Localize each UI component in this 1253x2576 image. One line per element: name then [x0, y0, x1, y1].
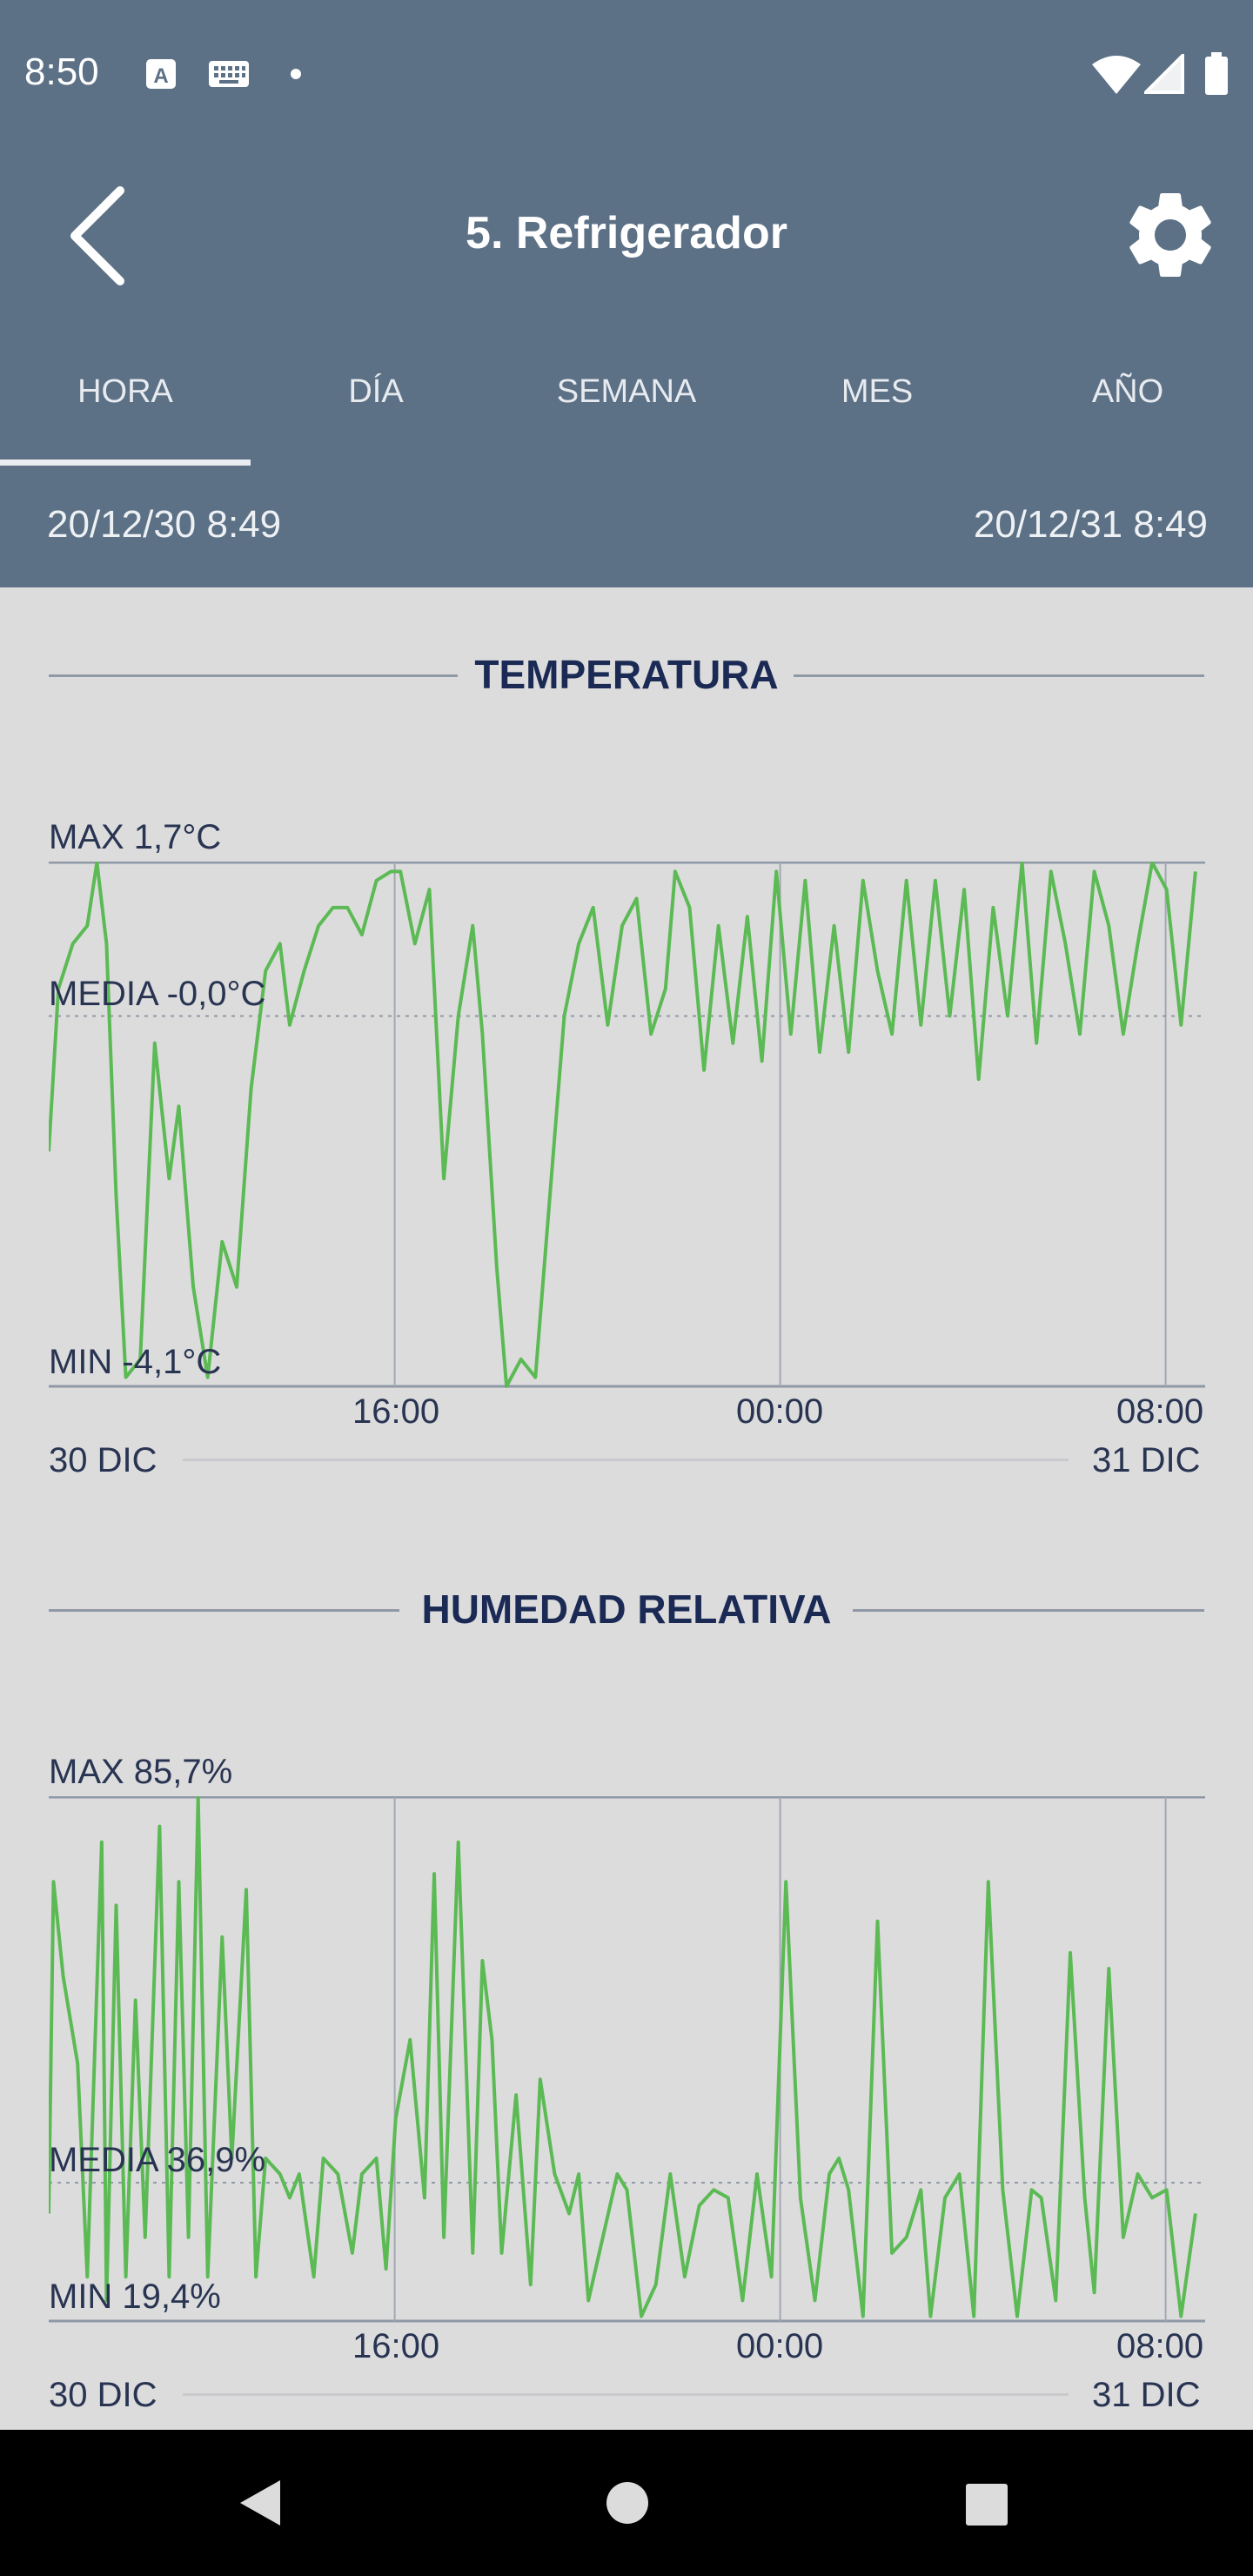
signal-icon [1142, 51, 1184, 98]
tab-semana[interactable]: SEMANA [556, 373, 697, 410]
temperature-mean-label: MEDIA -0,0°C [49, 975, 266, 1013]
tab-mes[interactable]: MES [841, 373, 914, 410]
header [0, 0, 1253, 587]
humidity-title: HUMEDAD RELATIVA [421, 1587, 832, 1632]
humidity-max-label: MAX 85,7% [49, 1753, 233, 1791]
wifi-icon [1092, 54, 1141, 98]
temperature-max-label: MAX 1,7°C [49, 818, 222, 856]
settings-button[interactable] [1118, 183, 1223, 287]
temperature-day-start: 30 DIC [49, 1441, 157, 1479]
tab-hora[interactable]: HORA [77, 373, 173, 410]
humidity-min-label: MIN 19,4% [49, 2277, 221, 2316]
humidity-day-end: 31 DIC [1092, 2376, 1201, 2414]
status-time: 8:50 [24, 50, 99, 93]
dot-icon [290, 68, 302, 84]
a-icon: A [146, 59, 179, 95]
humidity-tick-16: 16:00 [352, 2327, 440, 2365]
nav-recents-icon[interactable] [964, 2482, 1009, 2527]
temperature-min-label: MIN -4,1°C [49, 1343, 222, 1381]
title-rule-right [853, 1609, 1204, 1612]
title-rule-left [49, 1609, 399, 1612]
series-line [49, 1796, 1197, 2318]
page-title: 5. Refrigerador [466, 208, 787, 258]
back-button[interactable] [61, 178, 148, 292]
chevron-left-icon [70, 186, 124, 285]
tab-ano[interactable]: AÑO [1091, 373, 1164, 410]
day-line [183, 2393, 1069, 2396]
temperature-title: TEMPERATURA [474, 652, 779, 697]
temperature-tick-08: 08:00 [1116, 1392, 1204, 1431]
tab-dia[interactable]: DÍA [348, 373, 404, 410]
humidity-mean-label: MEDIA 36,9% [49, 2141, 266, 2179]
series-line [49, 862, 1197, 1388]
title-rule-left [49, 674, 458, 677]
temperature-chart [49, 862, 1205, 1388]
humidity-tick-00: 00:00 [736, 2327, 824, 2365]
title-rule-right [794, 674, 1204, 677]
nav-home-icon[interactable] [605, 2480, 650, 2526]
temperature-tick-16: 16:00 [352, 1392, 440, 1431]
keyboard-icon [209, 61, 251, 93]
nav-back-icon[interactable] [235, 2477, 287, 2529]
humidity-chart [49, 1796, 1205, 2323]
range-end: 20/12/31 8:49 [973, 503, 1208, 546]
humidity-tick-08: 08:00 [1116, 2327, 1204, 2365]
range-start: 20/12/30 8:49 [47, 503, 282, 546]
day-line [183, 1459, 1069, 1461]
svg-text:A: A [153, 64, 168, 88]
tab-indicator [0, 460, 251, 466]
period-tabs: HORA DÍA SEMANA MES AÑO [0, 348, 1253, 470]
temperature-tick-00: 00:00 [736, 1392, 824, 1431]
temperature-day-end: 31 DIC [1092, 1441, 1201, 1479]
humidity-day-start: 30 DIC [49, 2376, 157, 2414]
navigation-bar [0, 2430, 1253, 2576]
battery-icon [1203, 52, 1230, 100]
status-bar: 8:50 A [0, 0, 1253, 148]
gear-icon [1129, 193, 1211, 277]
